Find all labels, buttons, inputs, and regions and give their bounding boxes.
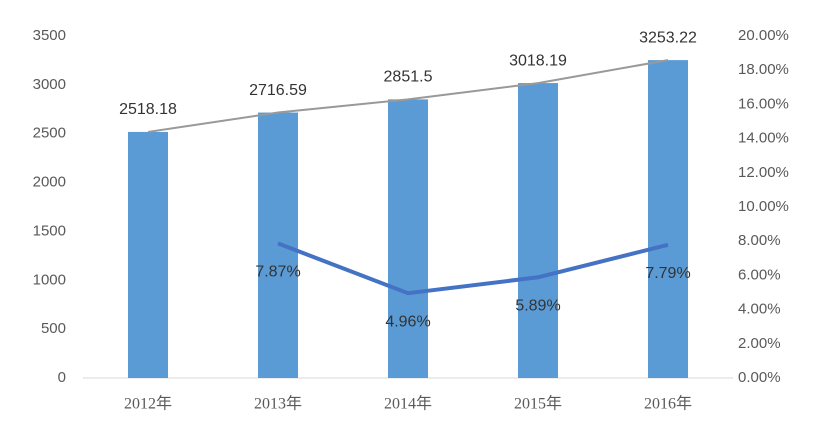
- y2-tick-label: 12.00%: [738, 164, 789, 181]
- y2-tick-label: 20.00%: [738, 27, 789, 44]
- y-tick-label: 1000: [33, 271, 66, 288]
- x-tick-label: 2016年: [644, 395, 692, 413]
- y2-tick-label: 18.00%: [738, 61, 789, 78]
- y2-tick-label: 10.00%: [738, 198, 789, 215]
- data-label: 2518.18: [119, 101, 177, 118]
- data-label: 7.79%: [645, 265, 690, 282]
- y2-tick-label: 16.00%: [738, 95, 789, 112]
- line: [277, 241, 669, 296]
- data-label: 2716.59: [249, 82, 307, 99]
- x-tick-label: 2015年: [514, 395, 562, 413]
- y-tick-label: 2000: [33, 174, 66, 191]
- data-label: 4.96%: [385, 313, 430, 330]
- y-tick-label: 500: [41, 320, 66, 337]
- bar: [388, 99, 428, 379]
- bar: [648, 60, 688, 379]
- y2-tick-label: 4.00%: [738, 301, 781, 318]
- y2-tick-label: 0.00%: [738, 369, 781, 386]
- y2-tick-label: 8.00%: [738, 232, 781, 249]
- y2-tick-label: 6.00%: [738, 266, 781, 283]
- y2-tick-label: 2.00%: [738, 335, 781, 352]
- x-tick-label: 2012年: [124, 395, 172, 413]
- data-label: 3253.22: [639, 29, 697, 46]
- data-label: 7.87%: [255, 264, 300, 281]
- bar-top-line: [147, 59, 669, 133]
- data-label: 3018.19: [509, 52, 567, 69]
- y-tick-label: 0: [58, 369, 66, 386]
- data-label: 5.89%: [515, 297, 560, 314]
- y-tick-label: 1500: [33, 222, 66, 239]
- y-tick-label: 3500: [33, 27, 66, 44]
- bar: [518, 83, 558, 379]
- y-tick-label: 3000: [33, 76, 66, 93]
- x-tick-label: 2013年: [254, 395, 302, 413]
- bar: [128, 131, 168, 378]
- x-tick-label: 2014年: [384, 395, 432, 413]
- y2-tick-label: 14.00%: [738, 130, 789, 147]
- y-tick-label: 2500: [33, 125, 66, 142]
- data-label: 2851.5: [384, 69, 433, 86]
